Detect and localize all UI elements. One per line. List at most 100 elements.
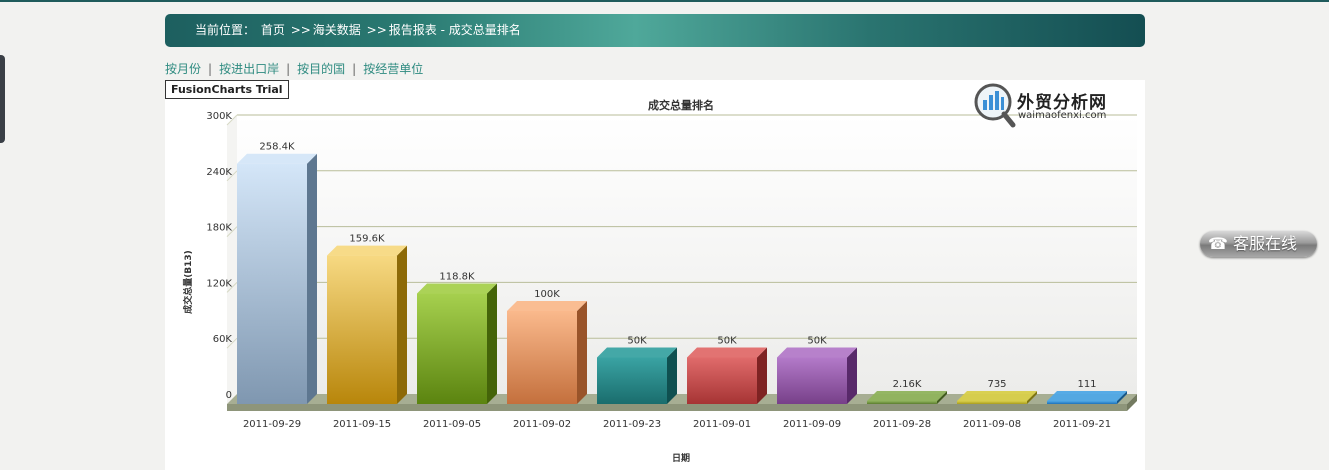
bar-value-label: 50K xyxy=(807,336,827,347)
bar-2011-09-23[interactable] xyxy=(597,347,677,405)
bar-value-label: 735 xyxy=(987,379,1006,390)
x-tick-label: 2011-09-01 xyxy=(693,419,751,430)
bar-2011-09-08[interactable] xyxy=(957,391,1037,404)
bar-top xyxy=(237,153,317,164)
tab-separator: | xyxy=(286,62,291,76)
bar-front[interactable] xyxy=(957,401,1027,404)
bar-2011-09-09[interactable] xyxy=(777,347,857,405)
phone-icon: ☎ xyxy=(1208,234,1228,253)
bar-2011-09-01[interactable] xyxy=(687,347,767,405)
gridline-side xyxy=(226,226,238,237)
bar-side xyxy=(757,347,767,404)
x-tick-label: 2011-09-08 xyxy=(963,419,1021,430)
bar-side xyxy=(667,347,677,404)
bar-side xyxy=(397,245,407,404)
online-service-button[interactable]: ☎ 客服在线 xyxy=(1200,231,1317,257)
site-logo[interactable]: 外贸分析网 waimaofenxi.com xyxy=(973,82,1113,128)
chart-title: 成交总量排名 xyxy=(648,98,714,112)
breadcrumb-section-link[interactable]: 海关数据 xyxy=(312,23,361,37)
floor-side xyxy=(1127,394,1137,411)
report-tabs: 按月份 | 按进出口岸 | 按目的国 | 按经营单位 xyxy=(165,60,423,77)
bar-chart: 成交总量排名 成交总量(B13) 日期 0 60K 120K 180K 240K 300K… xyxy=(182,98,1137,464)
breadcrumb-separator: >> xyxy=(366,23,387,37)
bar-front[interactable] xyxy=(1047,401,1117,404)
tab-by-business-unit[interactable]: 按经营单位 xyxy=(363,62,424,76)
x-tick-label: 2011-09-23 xyxy=(603,419,661,430)
bar-front[interactable] xyxy=(687,357,757,405)
bar-top xyxy=(957,391,1037,401)
bar-front[interactable] xyxy=(507,311,577,404)
breadcrumb-home-link[interactable]: 首页 xyxy=(260,23,285,37)
x-tick-label: 2011-09-21 xyxy=(1053,419,1111,430)
x-tick-label: 2011-09-28 xyxy=(873,419,931,430)
bar-2011-09-21[interactable] xyxy=(1047,391,1127,404)
logo-name-cn: 外贸分析网 xyxy=(1017,93,1107,113)
bar-front[interactable] xyxy=(327,255,397,404)
bar-value-label: 111 xyxy=(1077,379,1096,390)
bar-2011-09-15[interactable] xyxy=(327,245,407,404)
top-border-line xyxy=(0,0,1329,2)
bar-side xyxy=(1117,391,1127,404)
breadcrumb-separator: >> xyxy=(290,23,311,37)
breadcrumb: 当前位置： 首页 >> 海关数据 >> 报告报表 - 成交总量排名 xyxy=(165,14,1145,47)
breadcrumb-current-page: 报告报表 - 成交总量排名 xyxy=(388,23,521,37)
x-tick-label: 2011-09-05 xyxy=(423,419,481,430)
bar-side xyxy=(1027,391,1037,404)
x-tick-label: 2011-09-29 xyxy=(243,419,301,430)
bar-top xyxy=(597,347,677,358)
bar-side xyxy=(577,301,587,404)
bar-value-label: 118.8K xyxy=(439,272,475,283)
fusioncharts-trial-watermark: FusionCharts Trial xyxy=(165,80,289,99)
bar-value-label: 50K xyxy=(627,336,647,347)
bar-value-label: 100K xyxy=(534,289,560,300)
bar-front[interactable] xyxy=(597,357,667,405)
bar-top xyxy=(867,391,947,401)
x-axis-label: 日期 xyxy=(672,452,690,464)
tab-by-destination-country[interactable]: 按目的国 xyxy=(297,62,346,76)
bar-front[interactable] xyxy=(417,293,487,404)
bar-side xyxy=(487,283,497,404)
bar-value-label: 2.16K xyxy=(893,379,922,390)
y-tick-label: 300K xyxy=(206,111,232,122)
bar-value-label: 258.4K xyxy=(259,142,295,153)
plot-area: 0 60K 120K 180K 240K 300K 258.4K 2011-09-29 159.… xyxy=(206,111,1137,430)
bar-top xyxy=(687,347,767,358)
bar-side xyxy=(307,153,317,404)
tab-by-port[interactable]: 按进出口岸 xyxy=(219,62,280,76)
bar-2011-09-28[interactable] xyxy=(867,391,947,404)
y-tick-label: 60K xyxy=(213,334,233,345)
bar-front[interactable] xyxy=(237,163,307,404)
gridline-side xyxy=(226,337,238,349)
bar-value-label: 159.6K xyxy=(349,234,385,245)
gridline-side xyxy=(226,282,238,293)
tab-separator: | xyxy=(352,62,357,76)
x-tick-label: 2011-09-09 xyxy=(783,419,841,430)
y-tick-label: 240K xyxy=(206,167,232,178)
logo-name-en: waimaofenxi.com xyxy=(1018,110,1107,121)
magnifier-bar-chart-icon xyxy=(974,83,1016,128)
breadcrumb-prefix: 当前位置： xyxy=(195,23,256,37)
bar-front[interactable] xyxy=(777,357,847,405)
bar-top xyxy=(1047,391,1127,401)
bar-side xyxy=(937,391,947,404)
y-tick-label: 0 xyxy=(226,390,232,401)
y-tick-label: 180K xyxy=(206,223,232,234)
bar-top xyxy=(417,283,497,294)
bar-side xyxy=(847,347,857,404)
x-tick-label: 2011-09-02 xyxy=(513,419,571,430)
left-side-tab[interactable] xyxy=(0,55,5,143)
bar-2011-09-05[interactable] xyxy=(417,283,497,404)
x-tick-label: 2011-09-15 xyxy=(333,419,391,430)
bar-2011-09-29[interactable] xyxy=(237,153,317,404)
tab-separator: | xyxy=(208,62,213,76)
bar-top xyxy=(507,301,587,311)
bar-2011-09-02[interactable] xyxy=(507,301,587,404)
tab-by-month[interactable]: 按月份 xyxy=(165,62,202,76)
bar-front[interactable] xyxy=(867,401,937,404)
gridline-side xyxy=(226,114,238,126)
gridline-side xyxy=(226,170,238,182)
y-axis-label: 成交总量(B13) xyxy=(182,250,194,314)
plot-left-wall xyxy=(227,115,237,404)
bar-value-label: 50K xyxy=(717,336,737,347)
bar-top xyxy=(327,245,407,256)
